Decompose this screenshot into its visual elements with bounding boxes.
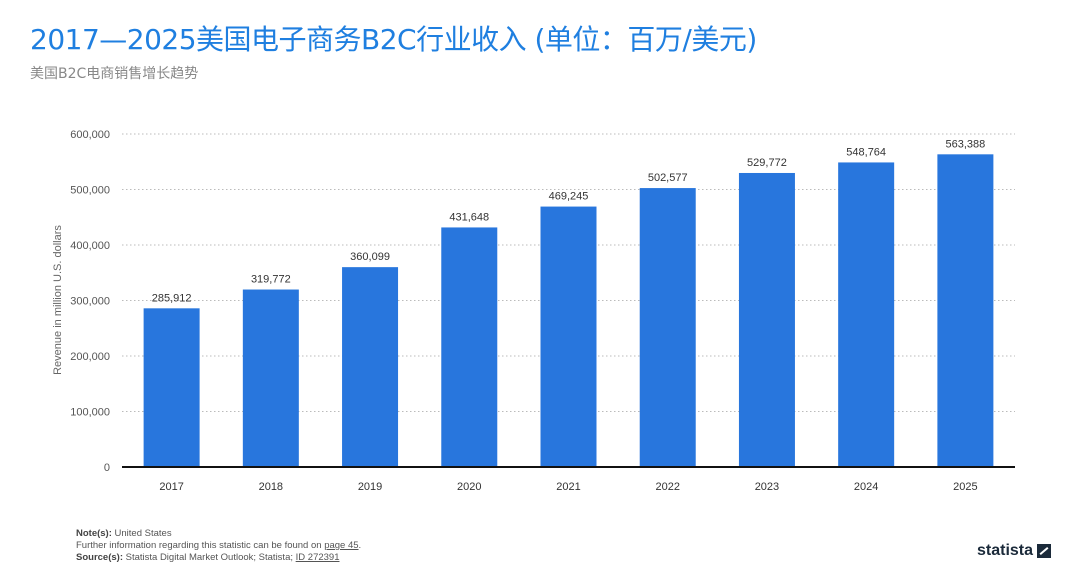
bar xyxy=(639,188,696,467)
further-text: Further information regarding this stati… xyxy=(76,540,322,551)
x-tick-label: 2017 xyxy=(159,481,183,493)
x-tick-label: 2025 xyxy=(953,481,977,493)
data-label: 319,772 xyxy=(251,274,291,286)
bar xyxy=(540,206,597,467)
y-tick-label: 300,000 xyxy=(70,296,110,308)
data-label: 285,912 xyxy=(152,292,192,304)
note-text: United States xyxy=(114,528,172,539)
x-tick-label: 2021 xyxy=(556,481,580,493)
bar xyxy=(738,172,795,467)
statista-mark-icon xyxy=(1037,544,1052,558)
bar xyxy=(441,227,498,467)
statista-logo[interactable]: statista xyxy=(977,542,1052,560)
chart-subtitle: 美国B2C电商销售增长趋势 xyxy=(30,66,199,82)
bar xyxy=(838,162,895,467)
chart-title: 2017—2025美国电子商务B2C行业收入 (单位：百万/美元) xyxy=(30,23,757,56)
y-axis-label: Revenue in million U.S. dollars xyxy=(52,225,64,375)
data-label: 360,099 xyxy=(350,251,390,263)
source-label: Source(s): xyxy=(76,552,123,563)
x-tick-label: 2018 xyxy=(259,481,283,493)
further-end: . xyxy=(358,540,362,551)
y-tick-label: 500,000 xyxy=(70,185,110,197)
data-label: 548,764 xyxy=(846,146,886,158)
x-tick-label: 2020 xyxy=(457,481,481,493)
data-label: 431,648 xyxy=(449,211,489,223)
y-tick-label: 200,000 xyxy=(70,351,110,363)
x-tick-label: 2022 xyxy=(655,481,679,493)
x-tick-label: 2019 xyxy=(358,481,382,493)
bar-chart: 0 100,000 200,000 300,000 400,000 500,000 600,… xyxy=(52,129,1015,493)
id-link[interactable]: ID 272391 xyxy=(295,552,340,563)
y-tick-label: 100,000 xyxy=(70,407,110,419)
data-label: 502,577 xyxy=(648,172,688,184)
data-label: 529,772 xyxy=(747,157,787,169)
bar xyxy=(242,289,299,467)
y-tick-label: 400,000 xyxy=(70,240,110,252)
y-tick-label: 0 xyxy=(104,462,110,474)
x-tick-label: 2023 xyxy=(755,481,779,493)
data-label: 563,388 xyxy=(946,138,986,150)
bar xyxy=(143,308,200,467)
data-label: 469,245 xyxy=(549,191,589,203)
x-tick-label: 2024 xyxy=(854,481,878,493)
logo-text: statista xyxy=(977,542,1034,559)
bar xyxy=(937,154,994,468)
y-tick-label: 600,000 xyxy=(70,129,110,141)
page-link[interactable]: page 45 xyxy=(324,540,359,551)
source-text: Statista Digital Market Outlook; Statist… xyxy=(125,552,293,563)
note-label: Note(s): xyxy=(76,528,112,539)
footer-notes: Note(s): United States Further informati… xyxy=(76,528,361,564)
bar xyxy=(342,267,399,467)
